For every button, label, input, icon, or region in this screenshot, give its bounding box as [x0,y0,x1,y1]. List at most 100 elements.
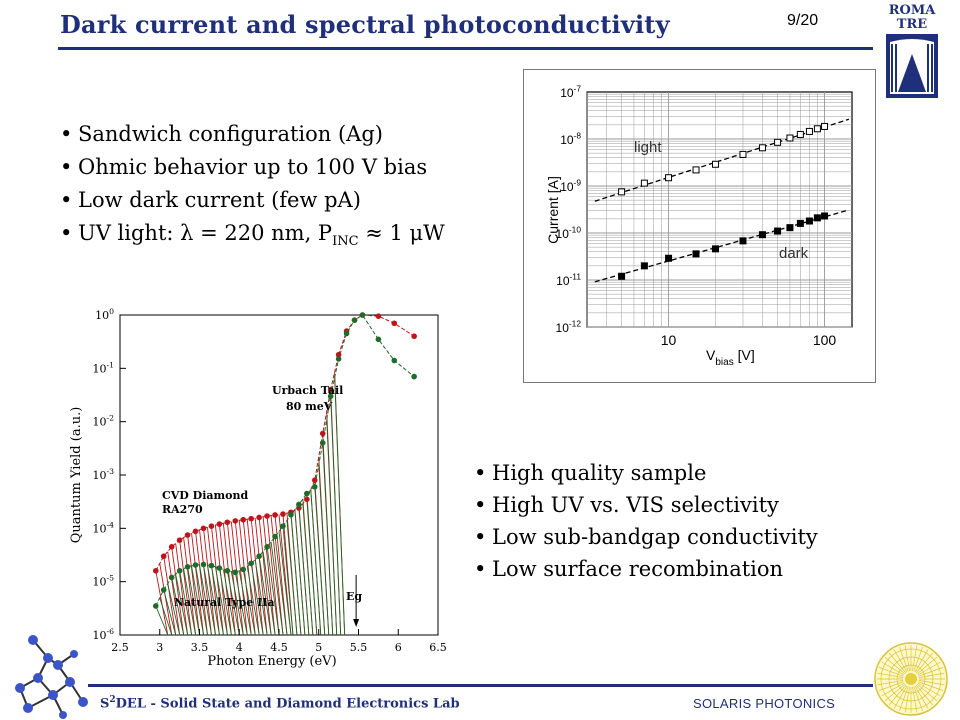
data-point-light [796,130,804,138]
data-point [359,312,366,318]
data-point [240,566,247,573]
data-point [176,567,183,574]
data-point-light [712,160,720,168]
data-point [327,386,334,393]
data-point [152,603,159,609]
list-item: Low dark current (few pA) [60,184,445,217]
hatch-line [250,563,264,635]
hatch-line [282,526,294,635]
data-point [232,569,239,576]
list-item: Low surface recombination [474,553,818,585]
hatch-line [298,504,310,635]
sun-ray [917,682,941,697]
footer-lab-name: S2DEL - Solid State and Diamond Electron… [100,695,460,711]
y-tick-label-base: 10 [93,362,107,375]
y-tick-label: 10-10 [556,225,582,241]
footer-divider [88,684,873,687]
iv-chart: 10-7 10-8 10-9 10-10 10-11 10-12 10 100 light … [523,69,876,383]
data-point-light [640,179,648,187]
series-line-natural [155,315,415,607]
hatch-line [234,572,248,635]
data-point-dark [739,237,747,245]
sun-ray [918,680,945,686]
y-tick-label-base: 10 [556,227,570,241]
data-point [240,516,247,523]
hatch-line [167,583,181,635]
list-item: Sandwich configuration (Ag) [60,118,445,151]
hatch-line [326,419,338,635]
y-tick-label: 10-3 [93,467,115,482]
data-point [264,544,270,550]
hatch-line [214,566,228,635]
data-point [319,430,326,437]
uv-suffix: ≈ 1 μW [358,221,445,245]
sun-ray [918,681,944,691]
data-point-dark [774,227,782,235]
hatch-line [175,574,189,635]
hatch-line [310,490,322,635]
hatch-line [195,531,208,635]
hatch-line [290,514,302,635]
data-point [184,563,191,570]
hatch-line [294,509,306,635]
sun-ray [913,646,923,672]
sun-ray [878,681,904,691]
data-point-dark [758,231,766,239]
hatch-line [222,569,236,635]
data-point [343,330,350,337]
data-point [248,515,254,522]
hatch-line [258,517,272,635]
data-point [160,587,167,593]
hatch-line [262,551,276,635]
data-point [184,532,191,538]
y-tick-label-base: 10 [560,86,574,100]
y-tick-label-base: 10 [560,133,574,147]
annotation-urbach-tail: Urbach Tail [272,384,343,397]
x-tick-label: 4 [236,641,243,654]
hatch-line [226,522,240,635]
data-point [168,574,175,581]
x-tick-label: 2.5 [111,641,129,654]
quantum-yield-chart: 100 10-1 10-2 10-3 10-4 10-5 10-6 2.5 3 3.5 4 4.5 5… [60,290,450,670]
data-point [264,513,270,519]
sun-ray [918,667,944,677]
data-point [216,521,223,527]
x-tick-label: 100 [813,332,837,348]
y-tick-label: 10-1 [93,360,115,375]
sun-ray [878,667,904,677]
hatch-line [167,551,181,635]
y-tick-label-base: 10 [93,522,107,535]
hatch-line [262,516,276,635]
hatch-line [266,515,280,635]
hatch-line [306,493,318,635]
data-point [192,562,199,568]
university-logo: ROMA TRE [880,4,944,104]
data-point [351,317,358,323]
sun-ray [913,686,923,712]
hatch-line [175,543,189,635]
y-tick-label: 10-7 [560,84,581,100]
data-point [208,562,215,569]
data-point [232,518,239,524]
sun-ring [896,664,926,694]
y-tick-label: 10-12 [556,319,582,335]
hatch-line [159,597,173,635]
hatch-line [246,566,260,635]
y-tick-label-base: 10 [93,469,107,482]
footer-lab-prefix: S [100,696,110,712]
data-point-dark [618,272,626,280]
y-tick-label: 10-8 [560,131,581,147]
sun-ray [899,646,909,672]
sun-ray [893,649,908,673]
list-item: High quality sample [474,457,818,489]
data-point [411,373,417,380]
hatch-line [179,570,193,635]
hatch-line [250,518,264,635]
list-item: High UV vs. VIS selectivity [474,489,818,521]
sun-ray [881,661,905,676]
hatch-line [330,396,342,635]
sun-ray [877,680,904,686]
y-tick-label-exp: -11 [570,272,582,282]
sun-ray [904,645,910,672]
hatch-line [226,570,240,635]
